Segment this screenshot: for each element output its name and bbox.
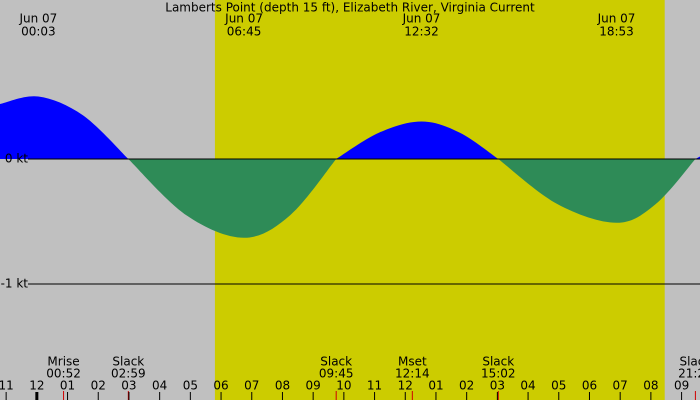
x-tick-label: 06 (582, 379, 597, 393)
x-tick-label: 01 (428, 379, 443, 393)
event-time: 12:14 (395, 367, 430, 381)
x-tick-label: 08 (643, 379, 658, 393)
flood-area (695, 156, 700, 159)
event-time: 00:52 (46, 367, 81, 381)
x-tick-label: 02 (459, 379, 474, 393)
x-tick-label: 01 (60, 379, 75, 393)
event-name: Mrise (47, 355, 79, 369)
x-tick-label: 11 (367, 379, 382, 393)
event-name: Slack (320, 355, 352, 369)
y-tick-label: -1 kt (1, 277, 29, 291)
x-tick-label: 11 (0, 379, 14, 393)
x-tick-label: 03 (121, 379, 136, 393)
x-tick-label: 12 (29, 379, 44, 393)
x-tick-label: 12 (398, 379, 413, 393)
x-tick-label: 09 (306, 379, 321, 393)
x-tick-label: 04 (152, 379, 167, 393)
x-tick-label: 10 (336, 379, 351, 393)
x-tick-label: 09 (674, 379, 689, 393)
chart-title: Lamberts Point (depth 15 ft), Elizabeth … (165, 1, 535, 15)
top-date: Jun 07 (224, 12, 263, 26)
x-tick-label: 02 (91, 379, 106, 393)
x-tick-label: 05 (183, 379, 198, 393)
flood-area (336, 121, 499, 159)
x-tick-label: 03 (490, 379, 505, 393)
top-time: 06:45 (227, 25, 262, 39)
ebb-area (498, 159, 696, 223)
top-time: 18:53 (599, 25, 634, 39)
top-time: 12:32 (404, 25, 439, 39)
top-time: 00:03 (21, 25, 56, 39)
event-name: Slack (112, 355, 144, 369)
top-date: Jun 07 (402, 12, 441, 26)
ebb-area (128, 159, 337, 238)
top-date: Jun 07 (597, 12, 636, 26)
event-name: Slack (679, 355, 700, 369)
top-date: Jun 07 (18, 12, 57, 26)
event-name: Mset (398, 355, 427, 369)
event-time: 15:02 (481, 367, 516, 381)
x-tick-label: 06 (213, 379, 228, 393)
x-tick-label: 07 (613, 379, 628, 393)
x-tick-label: 04 (520, 379, 535, 393)
x-tick-label: 07 (244, 379, 259, 393)
flood-area (0, 96, 129, 159)
event-name: Slack (482, 355, 514, 369)
x-tick-label: 05 (551, 379, 566, 393)
event-time: 09:45 (319, 367, 354, 381)
event-time: 02:59 (111, 367, 146, 381)
y-tick-label: 0 kt (5, 152, 28, 166)
x-tick-label: 08 (275, 379, 290, 393)
event-time: 21:27 (678, 367, 700, 381)
